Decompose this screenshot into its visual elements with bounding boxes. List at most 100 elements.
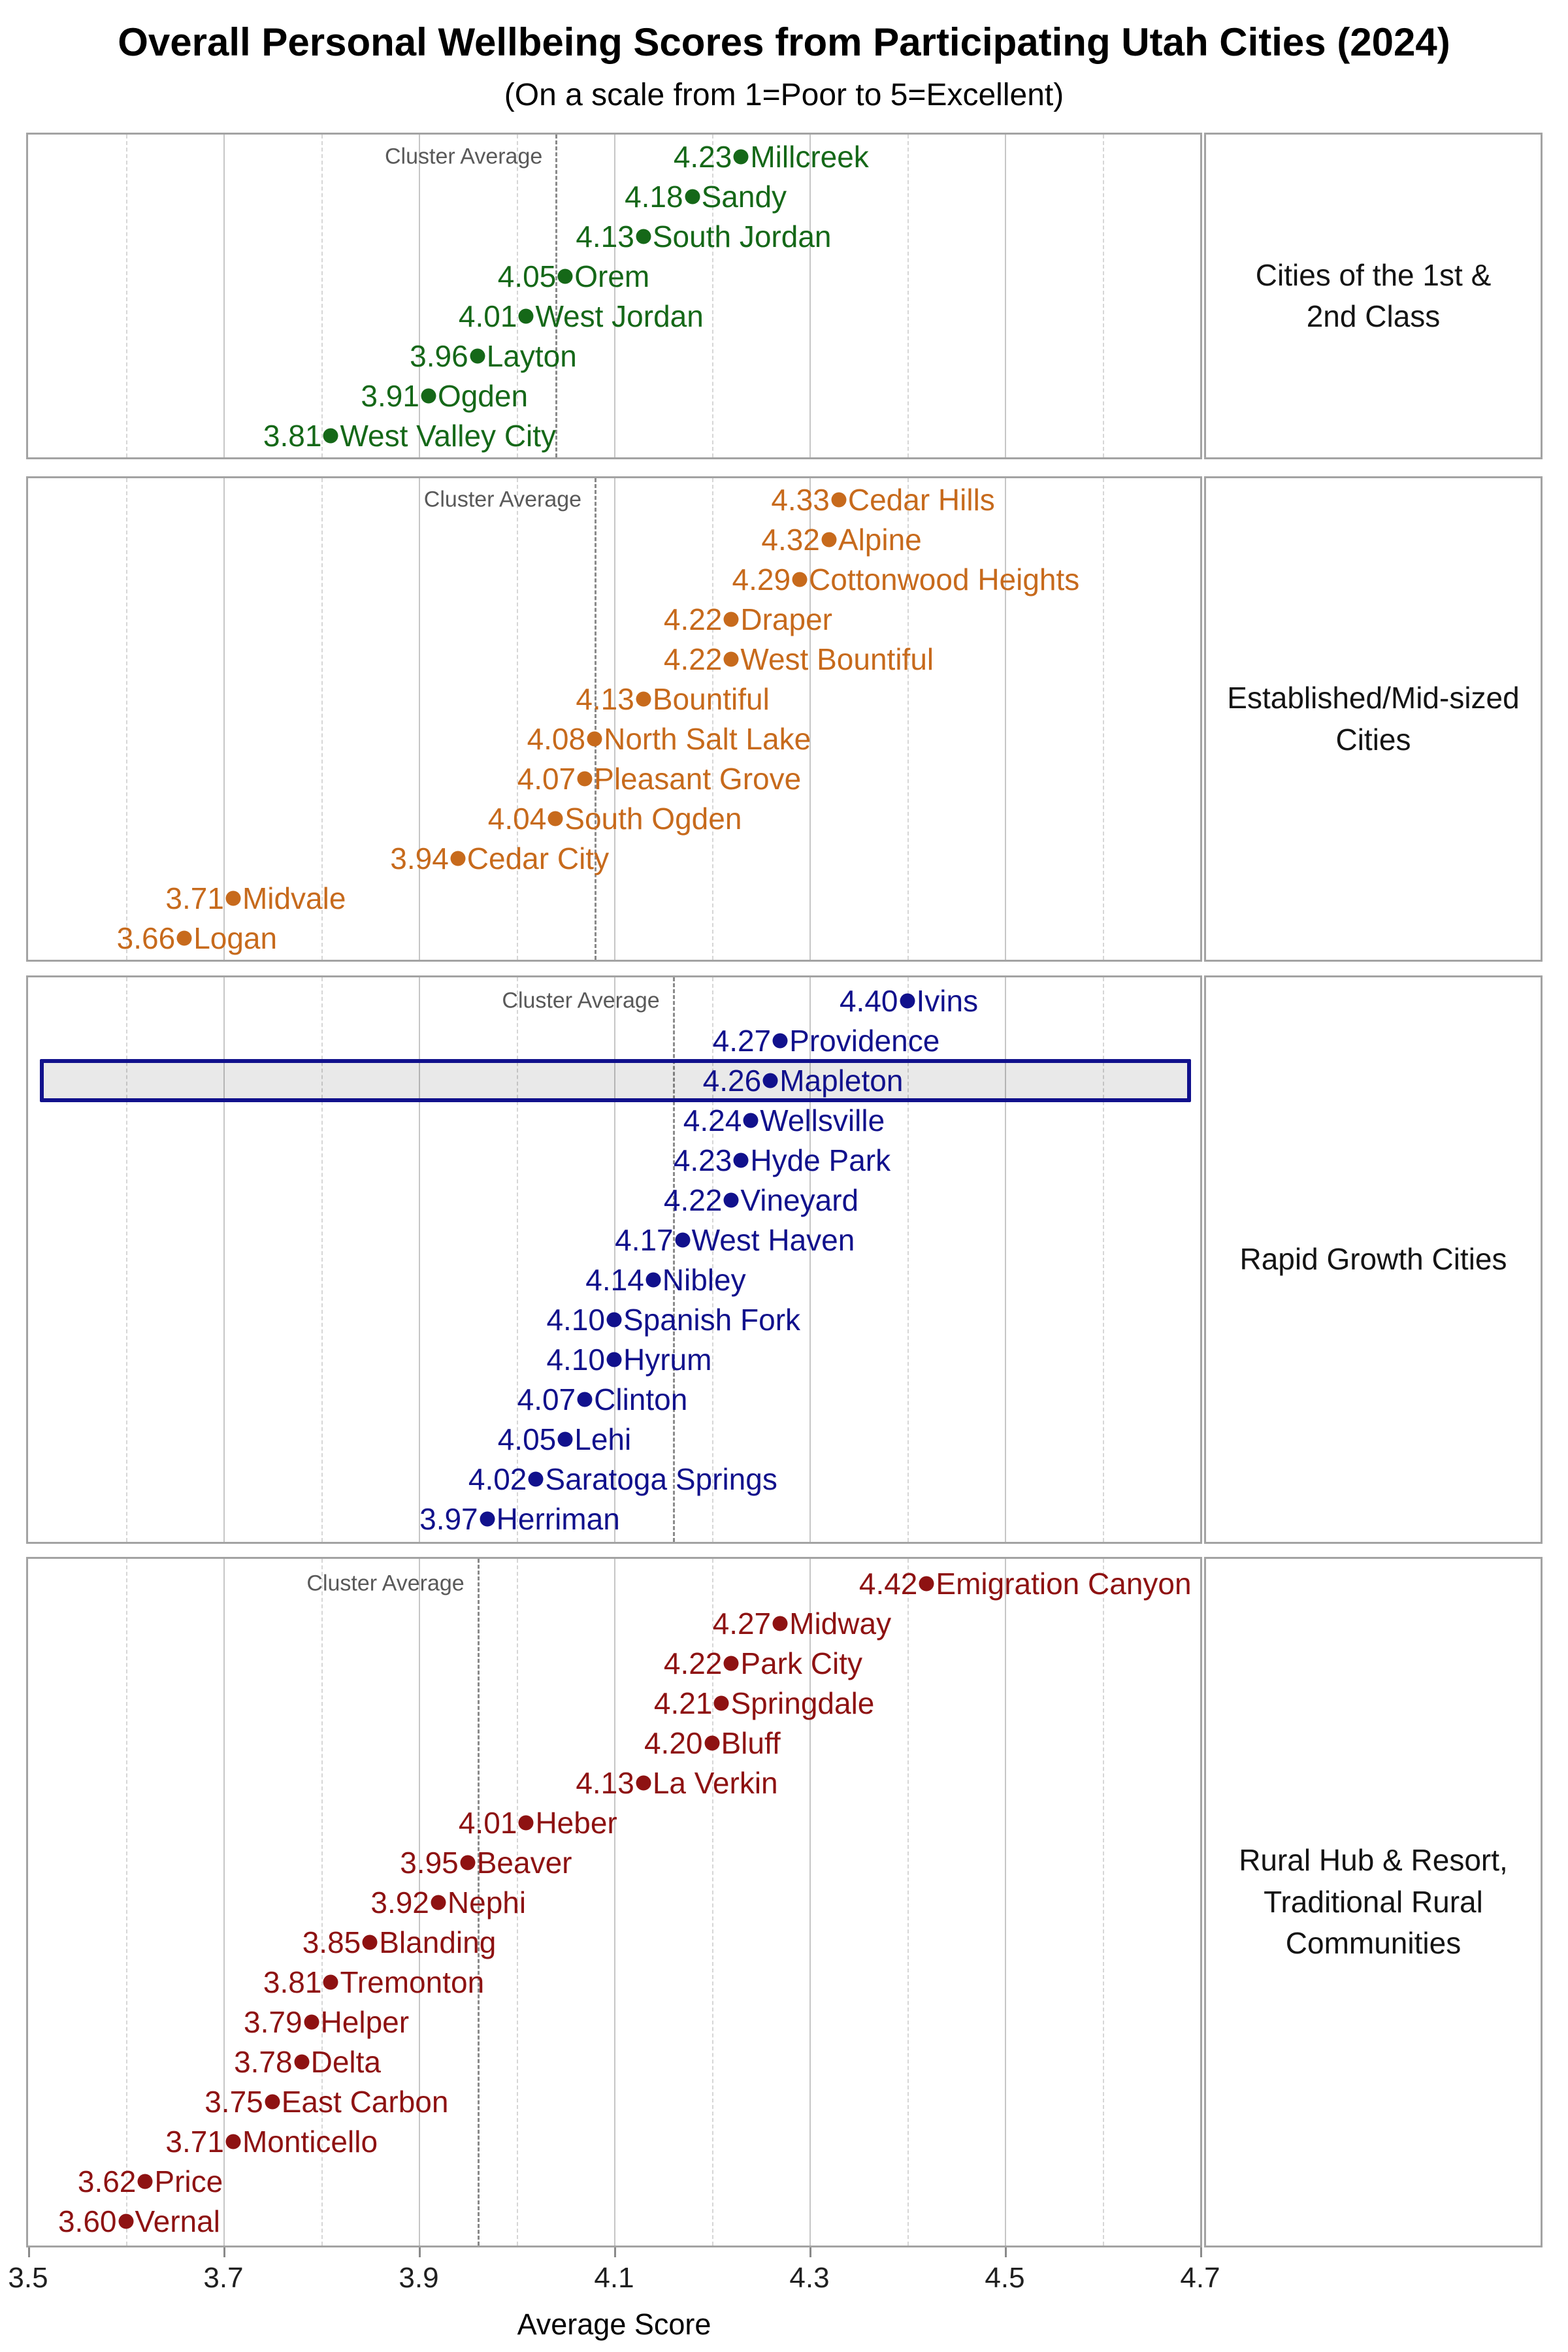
- panel-2-plot-box: Cluster Average 4.33 Cedar Hills 4.32 Alpine…: [26, 476, 1202, 962]
- city-name: Bluff: [721, 1725, 781, 1760]
- minor-gridline: [711, 1559, 713, 2246]
- cluster-average-label: Cluster Average: [306, 1571, 465, 1595]
- minor-gridline: [321, 977, 323, 1542]
- city-value: 4.42: [858, 1566, 918, 1601]
- city-value: 4.13: [576, 682, 634, 716]
- city-name: Logan: [193, 921, 278, 955]
- city-name: Springdale: [730, 1686, 875, 1720]
- minor-gridline: [907, 977, 909, 1542]
- major-gridline: [1005, 977, 1006, 1542]
- major-gridline: [419, 478, 420, 960]
- city-name: Helper: [320, 2004, 410, 2039]
- cluster-label-box-3: Rapid Growth Cities: [1204, 975, 1543, 1544]
- city-name: Clinton: [594, 1382, 688, 1416]
- city-name: West Jordan: [535, 299, 704, 333]
- major-gridline: [614, 1559, 615, 2246]
- city-value: 4.23: [673, 1143, 732, 1177]
- minor-gridline: [711, 977, 713, 1542]
- city-value: 4.22: [663, 1183, 723, 1217]
- data-point-dot: [645, 1272, 661, 1287]
- panel-3-plot-box: Cluster Average 4.40 Ivins 4.27 Providence 4.…: [26, 975, 1202, 1544]
- chart-subtitle: (On a scale from 1=Poor to 5=Excellent): [504, 78, 1064, 112]
- data-point-dot: [118, 2213, 133, 2229]
- data-point-dot: [606, 1312, 622, 1327]
- cluster-label-box-1: Cities of the 1st & 2nd Class: [1204, 133, 1543, 459]
- data-point-dot: [518, 308, 534, 323]
- x-axis-tick: [223, 2247, 225, 2257]
- data-point-dot: [323, 428, 338, 443]
- data-point-dot: [685, 189, 700, 204]
- city-value: 3.91: [361, 378, 419, 413]
- city-value: 3.81: [263, 1965, 322, 1999]
- x-axis-tick-label: 4.7: [1180, 2262, 1220, 2294]
- city-value: 3.75: [204, 2084, 263, 2119]
- city-name: Heber: [535, 1805, 617, 1840]
- city-name: Sandy: [701, 179, 787, 214]
- cluster-label-box-2: Established/Mid-sized Cities: [1204, 476, 1543, 962]
- minor-gridline: [516, 977, 518, 1542]
- city-value: 3.62: [77, 2164, 137, 2198]
- data-point-dot: [733, 149, 749, 164]
- city-name: North Salt Lake: [604, 722, 811, 756]
- city-name: Vernal: [135, 2204, 220, 2238]
- minor-gridline: [516, 1559, 518, 2246]
- data-point-dot: [723, 1656, 739, 1671]
- city-value: 4.04: [487, 802, 547, 836]
- city-value: 4.17: [615, 1222, 674, 1257]
- city-value: 4.08: [527, 722, 586, 756]
- city-value: 4.05: [497, 259, 557, 293]
- major-gridline: [809, 135, 811, 457]
- city-name: Cedar City: [466, 841, 610, 875]
- city-value: 3.66: [116, 921, 176, 955]
- city-name: Bountiful: [652, 682, 770, 716]
- city-name: Wellsville: [760, 1103, 885, 1137]
- data-point-dot: [304, 2014, 319, 2029]
- major-gridline: [614, 135, 615, 457]
- data-point-dot: [606, 1352, 622, 1367]
- data-point-dot: [587, 731, 602, 747]
- data-point-dot: [431, 1895, 446, 1910]
- major-gridline: [419, 977, 420, 1542]
- data-point-dot: [636, 691, 651, 707]
- x-axis-tick: [614, 2247, 616, 2257]
- x-axis-tick-label: 3.7: [203, 2262, 244, 2294]
- data-point-dot: [557, 269, 573, 284]
- city-name: Ivins: [916, 983, 979, 1018]
- cluster-average-line: [477, 1559, 480, 2246]
- data-point-dot: [723, 651, 739, 667]
- highlight-box-mapleton: [40, 1058, 1191, 1102]
- city-name: Orem: [574, 259, 650, 293]
- cluster-label-box-4: Rural Hub & Resort, Traditional Rural Co…: [1204, 1557, 1543, 2247]
- major-gridline: [419, 135, 420, 457]
- data-point-dot: [557, 1431, 573, 1446]
- data-point-dot: [675, 1232, 691, 1247]
- city-value: 3.94: [390, 841, 449, 875]
- city-value: 3.97: [419, 1501, 478, 1536]
- data-point-dot: [421, 388, 436, 403]
- minor-gridline: [125, 478, 127, 960]
- minor-gridline: [321, 135, 323, 457]
- data-point-dot: [723, 1192, 739, 1207]
- data-point-dot: [577, 771, 593, 787]
- x-axis-tick: [1005, 2247, 1007, 2257]
- x-axis-tick: [419, 2247, 421, 2257]
- minor-gridline: [1102, 1559, 1104, 2246]
- city-value: 4.18: [625, 179, 683, 214]
- city-value: 4.01: [458, 1805, 517, 1840]
- city-value: 4.29: [732, 563, 791, 596]
- minor-gridline: [907, 478, 909, 960]
- data-point-dot: [636, 229, 651, 244]
- major-gridline: [223, 478, 225, 960]
- x-axis-tick: [28, 2247, 30, 2257]
- city-value: 4.24: [683, 1103, 742, 1137]
- data-point-dot: [265, 2094, 280, 2109]
- cluster-average-line: [555, 135, 558, 457]
- x-axis-tick: [1200, 2247, 1202, 2257]
- city-name: South Jordan: [652, 219, 832, 253]
- city-value: 4.33: [771, 483, 830, 517]
- panel-4-plot-box: Cluster Average 4.42 Emigration Canyon 4.27…: [26, 1557, 1202, 2247]
- city-value: 4.01: [458, 299, 517, 333]
- city-name: Midvale: [242, 881, 346, 915]
- minor-gridline: [516, 135, 518, 457]
